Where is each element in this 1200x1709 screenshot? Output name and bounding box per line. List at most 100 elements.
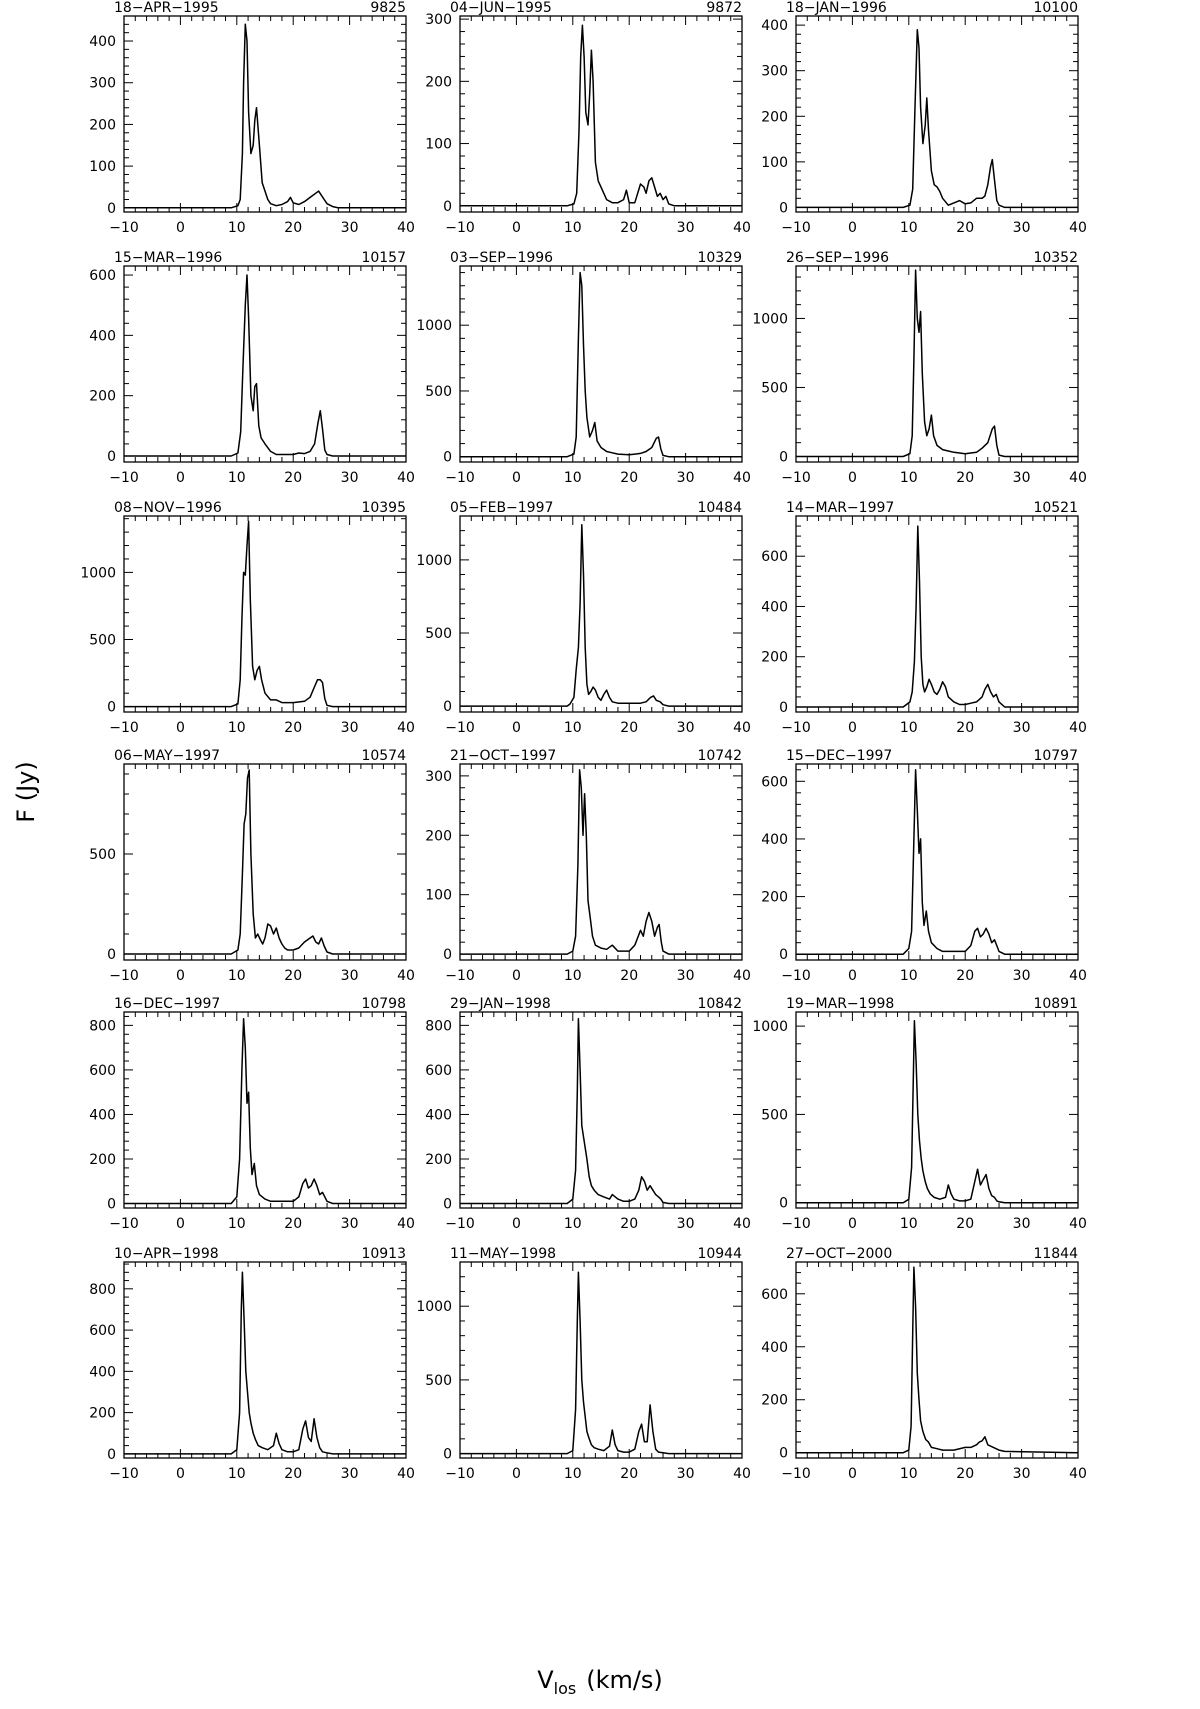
x-tick-label: 20 — [956, 968, 974, 984]
x-tick-label: −10 — [109, 720, 139, 736]
y-tick-label: 0 — [779, 700, 788, 716]
x-tick-label: 40 — [397, 720, 415, 736]
x-tick-label: 20 — [956, 1466, 974, 1482]
x-tick-label: −10 — [109, 220, 139, 236]
y-tick-label: 0 — [443, 947, 452, 963]
panel-id: 10484 — [697, 500, 742, 516]
x-tick-label: 0 — [848, 720, 857, 736]
panel-date: 29−JAN−1998 — [450, 996, 551, 1012]
x-tick-label: 0 — [512, 1466, 521, 1482]
y-tick-label: 0 — [443, 699, 452, 715]
y-tick-label: 0 — [443, 199, 452, 215]
x-tick-label: 0 — [176, 1216, 185, 1232]
x-tick-label: 20 — [956, 220, 974, 236]
x-tick-label: 20 — [956, 720, 974, 736]
panel-id: 10395 — [361, 500, 406, 516]
x-tick-label: 40 — [397, 220, 415, 236]
x-tick-label: −10 — [781, 470, 811, 486]
x-tick-label: 30 — [341, 220, 359, 236]
panel-frame — [795, 15, 1079, 213]
x-tick-label: 10 — [564, 720, 582, 736]
y-tick-label: 0 — [443, 1447, 452, 1463]
x-tick-label: −10 — [781, 220, 811, 236]
spectrum-line — [124, 1271, 406, 1455]
panel-date: 18−APR−1995 — [114, 0, 219, 16]
x-tick-label: 0 — [512, 968, 521, 984]
panel-date: 16−DEC−1997 — [114, 996, 220, 1012]
x-tick-label: 10 — [564, 220, 582, 236]
x-tick-label: 30 — [341, 720, 359, 736]
panel-id: 10742 — [697, 748, 742, 764]
spectrum-line — [460, 1271, 742, 1455]
y-tick-label: 400 — [761, 832, 788, 848]
spectrum-line — [460, 271, 742, 458]
y-tick-label: 0 — [107, 1447, 116, 1463]
x-tick-label: 0 — [176, 220, 185, 236]
y-tick-label: 200 — [761, 650, 788, 666]
x-tick-label: 20 — [620, 1466, 638, 1482]
panel-8: −10 0 10 20 30 40 0 500 1000 05−FEB−1997 10484 — [416, 500, 751, 736]
panel-frame — [123, 1261, 407, 1459]
x-tick-label: 30 — [1013, 220, 1031, 236]
x-tick-label: 20 — [284, 1466, 302, 1482]
panel-frame — [459, 763, 743, 961]
spectrum-line — [124, 23, 406, 209]
panel-date: 05−FEB−1997 — [450, 500, 553, 516]
y-tick-label: 1000 — [416, 1299, 452, 1315]
x-tick-label: 20 — [284, 968, 302, 984]
panel-date: 10−APR−1998 — [114, 1246, 219, 1262]
panel-id: 10891 — [1033, 996, 1078, 1012]
x-axis-label-v: V — [537, 1666, 554, 1694]
y-tick-label: 400 — [89, 1364, 116, 1380]
x-tick-label: 30 — [1013, 1466, 1031, 1482]
y-tick-label: 200 — [89, 1152, 116, 1168]
x-tick-label: −10 — [445, 1216, 475, 1232]
panel-frame — [459, 265, 743, 463]
spectrum-line — [796, 269, 1078, 458]
panel-date: 21−OCT−1997 — [450, 748, 556, 764]
spectrum-line — [796, 28, 1078, 209]
x-tick-label: −10 — [445, 1466, 475, 1482]
panel-5: −10 0 10 20 30 40 0 500 1000 03−SEP−1996 10329 — [416, 250, 751, 486]
y-tick-label: 500 — [425, 1373, 452, 1389]
x-tick-label: 40 — [397, 470, 415, 486]
x-tick-label: −10 — [445, 470, 475, 486]
x-tick-label: 0 — [512, 220, 521, 236]
x-tick-label: 0 — [848, 1216, 857, 1232]
y-tick-label: 100 — [761, 155, 788, 171]
y-tick-label: 100 — [425, 888, 452, 904]
x-tick-label: 40 — [1069, 968, 1087, 984]
x-tick-label: 30 — [677, 968, 695, 984]
y-tick-label: 400 — [761, 599, 788, 615]
panel-id: 10521 — [1033, 500, 1078, 516]
y-tick-label: 400 — [761, 18, 788, 34]
panel-date: 26−SEP−1996 — [786, 250, 889, 266]
x-tick-label: 10 — [900, 220, 918, 236]
x-tick-label: 30 — [341, 1216, 359, 1232]
panel-date: 11−MAY−1998 — [450, 1246, 556, 1262]
spectrum-line — [796, 769, 1078, 955]
x-tick-label: 30 — [341, 968, 359, 984]
x-tick-label: 20 — [620, 220, 638, 236]
x-tick-label: 40 — [733, 968, 751, 984]
x-tick-label: 30 — [1013, 968, 1031, 984]
spectrum-line — [796, 1020, 1078, 1204]
panel-17: −10 0 10 20 30 40 0 500 1000 11−MAY−1998 10944 — [416, 1246, 751, 1482]
x-tick-label: −10 — [445, 720, 475, 736]
y-tick-label: 500 — [89, 847, 116, 863]
x-tick-label: 40 — [1069, 720, 1087, 736]
y-tick-label: 500 — [425, 384, 452, 400]
x-tick-label: 30 — [677, 220, 695, 236]
x-tick-label: −10 — [445, 968, 475, 984]
panel-id: 9872 — [706, 0, 742, 16]
y-tick-label: 1000 — [752, 311, 788, 327]
panel-frame — [123, 15, 407, 213]
y-tick-label: 800 — [89, 1018, 116, 1034]
panel-7: −10 0 10 20 30 40 0 500 1000 08−NOV−1996 10395 — [80, 500, 415, 736]
